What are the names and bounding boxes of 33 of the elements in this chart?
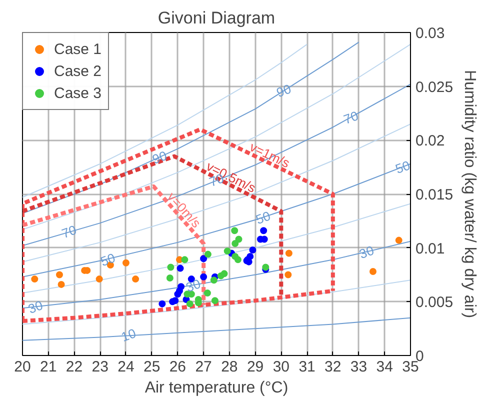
x-tick-label: 22 bbox=[66, 358, 83, 376]
x-tick-label: 20 bbox=[14, 358, 31, 376]
x-tick-label: 24 bbox=[118, 358, 134, 376]
x-tick-label: 32 bbox=[324, 358, 342, 376]
chart-title: Givoni Diagram bbox=[158, 8, 276, 28]
y-axis-title: Humidity ratio (kg water/ kg dry air) bbox=[461, 70, 478, 318]
x-tick-label: 30 bbox=[272, 358, 290, 376]
x-tick-label: 27 bbox=[195, 358, 212, 376]
legend-label: Case 1 bbox=[54, 40, 102, 58]
x-tick-label: 28 bbox=[221, 358, 238, 376]
y-tick-label: 0.01 bbox=[416, 240, 445, 258]
annotation: 10 bbox=[119, 326, 138, 345]
legend-label: Case 2 bbox=[54, 62, 102, 80]
y-tick-label: 0.02 bbox=[416, 132, 445, 150]
x-tick-label: 21 bbox=[40, 358, 57, 376]
annotation: 30 bbox=[184, 276, 203, 296]
x-tick-label: 34 bbox=[376, 358, 393, 376]
legend-label: Case 3 bbox=[54, 84, 102, 102]
y-tick-label: 0.015 bbox=[416, 186, 454, 204]
x-axis-title: Air temperature (°C) bbox=[144, 380, 288, 396]
y-tick-label: 0.005 bbox=[416, 294, 454, 312]
y-tick-label: 0.03 bbox=[416, 25, 445, 42]
x-tick-label: 33 bbox=[350, 358, 368, 376]
x-tick-label: 26 bbox=[169, 358, 186, 376]
x-tick-label: 29 bbox=[246, 358, 264, 376]
y-tick-label: 0.025 bbox=[416, 78, 454, 96]
x-tick-label: 25 bbox=[143, 358, 160, 376]
y-tick-label: 0 bbox=[416, 348, 424, 365]
x-tick-label: 23 bbox=[92, 358, 108, 376]
annotation: 30 bbox=[357, 242, 376, 262]
annotation: 30 bbox=[26, 298, 45, 317]
x-tick-label: 31 bbox=[298, 358, 316, 376]
annotation: 70 bbox=[60, 222, 78, 242]
